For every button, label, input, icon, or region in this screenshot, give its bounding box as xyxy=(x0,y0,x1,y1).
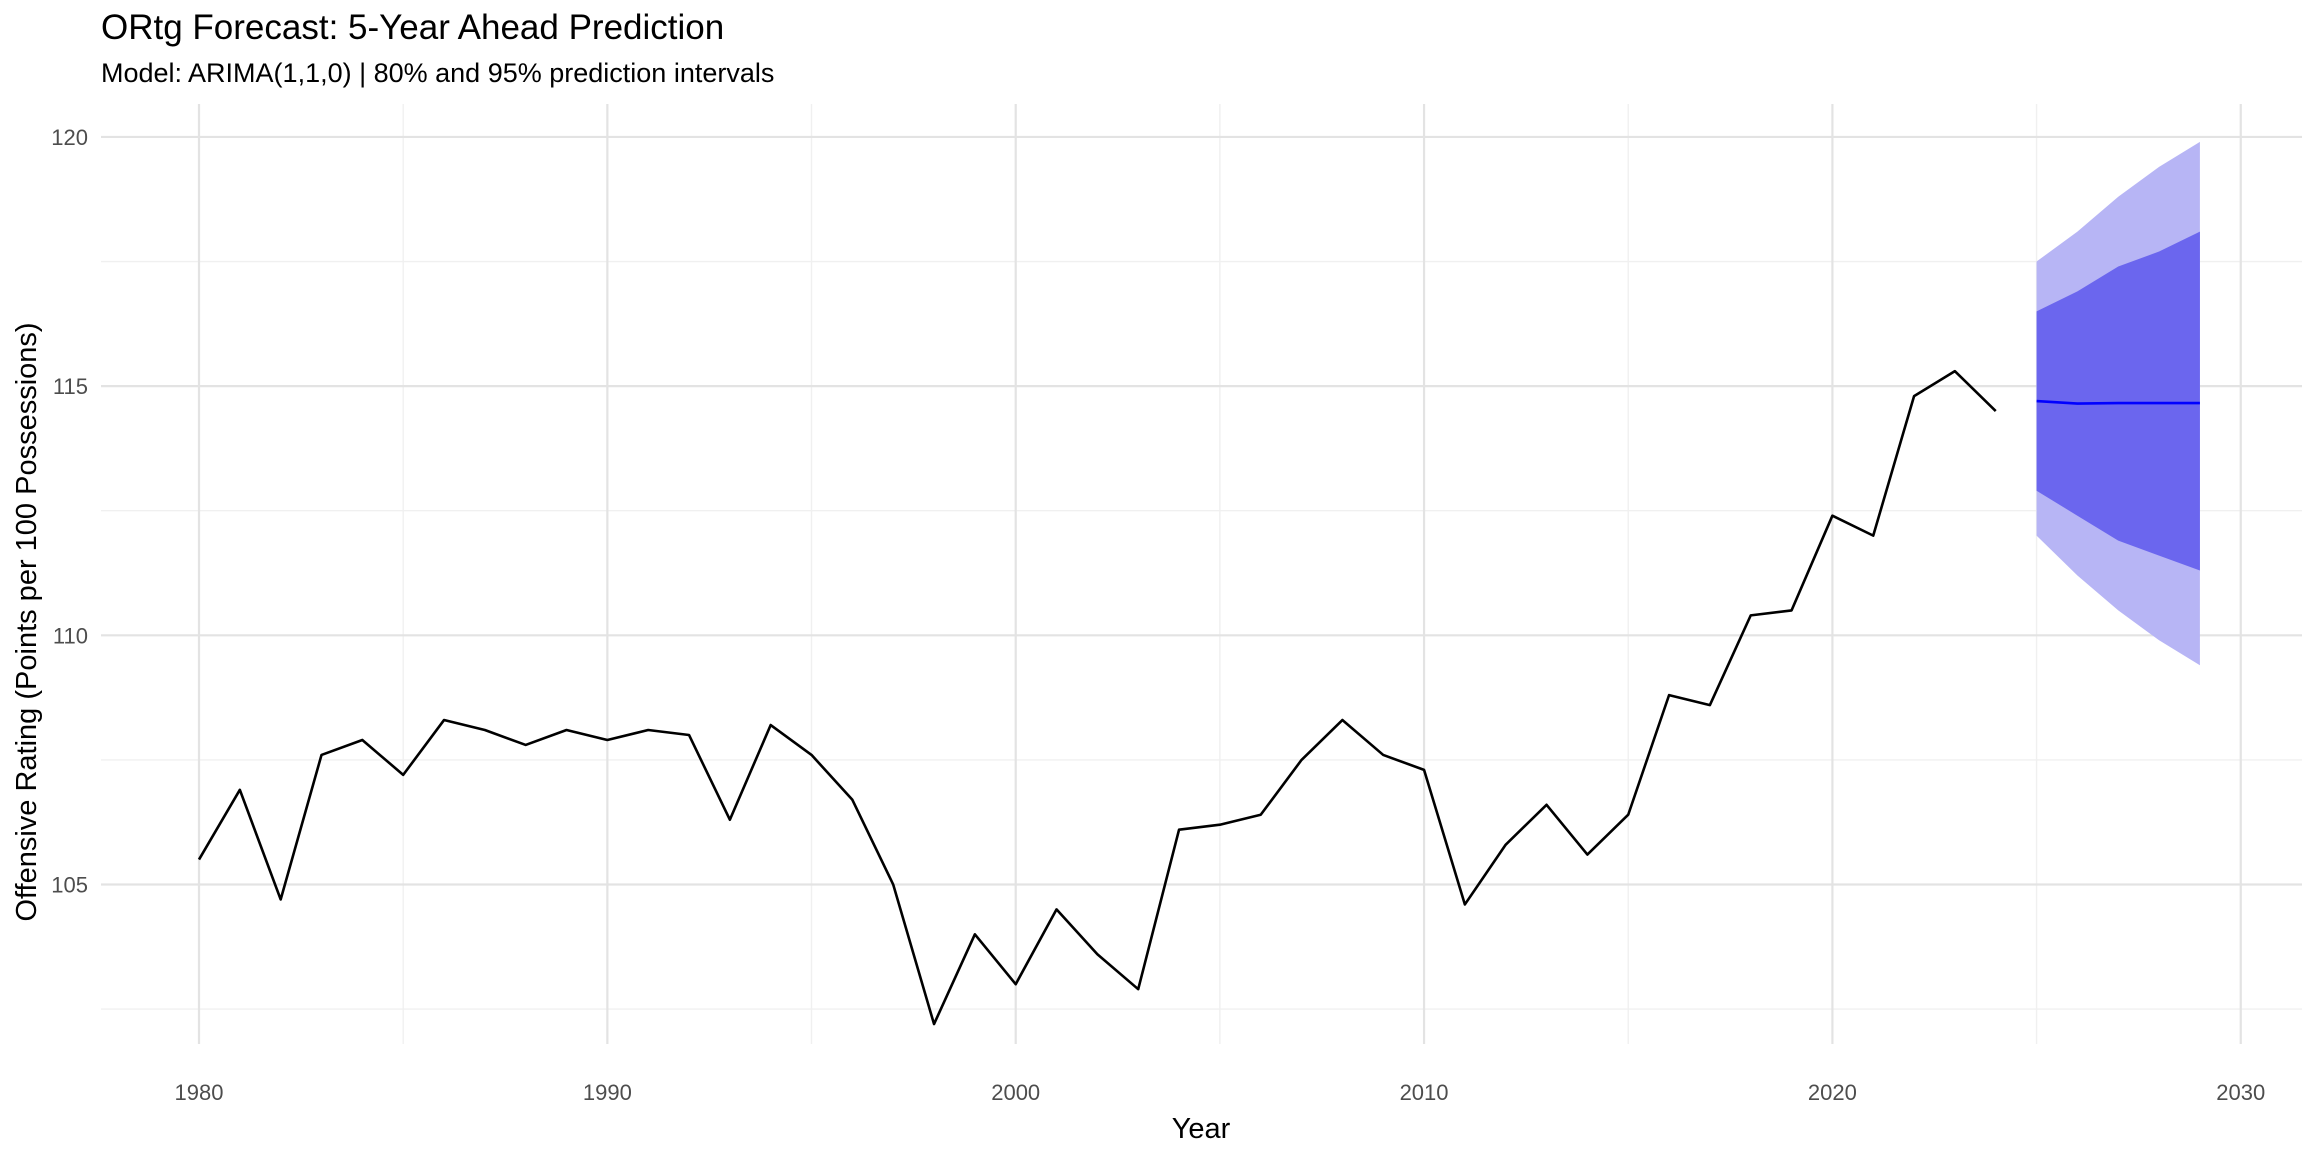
band-80 xyxy=(2036,231,2200,571)
forecast-mean-line xyxy=(2036,399,2200,405)
gridlines xyxy=(101,104,2302,1044)
band-80-group xyxy=(2036,231,2200,571)
y-tick-label: 115 xyxy=(53,374,88,399)
x-axis-title: Year xyxy=(1172,1113,1231,1145)
history-line xyxy=(197,369,1997,1026)
y-tick-label: 105 xyxy=(51,873,88,898)
y-tick-label: 120 xyxy=(51,125,88,150)
series-group xyxy=(197,369,2200,1026)
x-tick-label: 1990 xyxy=(583,1080,632,1105)
y-axis-ticks: 105 110 115 120 xyxy=(51,125,88,898)
x-tick-label: 2010 xyxy=(1400,1080,1449,1105)
x-tick-label: 1980 xyxy=(175,1080,224,1105)
x-axis-ticks: 1980 1990 2000 2010 2020 2030 xyxy=(175,1080,2266,1105)
x-tick-label: 2020 xyxy=(1808,1080,1857,1105)
y-tick-label: 110 xyxy=(53,623,88,648)
x-tick-label: 2000 xyxy=(991,1080,1040,1105)
x-tick-label: 2030 xyxy=(2216,1080,2265,1105)
y-axis-title: Offensive Rating (Points per 100 Possess… xyxy=(11,322,43,921)
chart-title: ORtg Forecast: 5-Year Ahead Prediction xyxy=(101,8,724,47)
chart-subtitle: Model: ARIMA(1,1,0) | 80% and 95% predic… xyxy=(101,58,774,88)
